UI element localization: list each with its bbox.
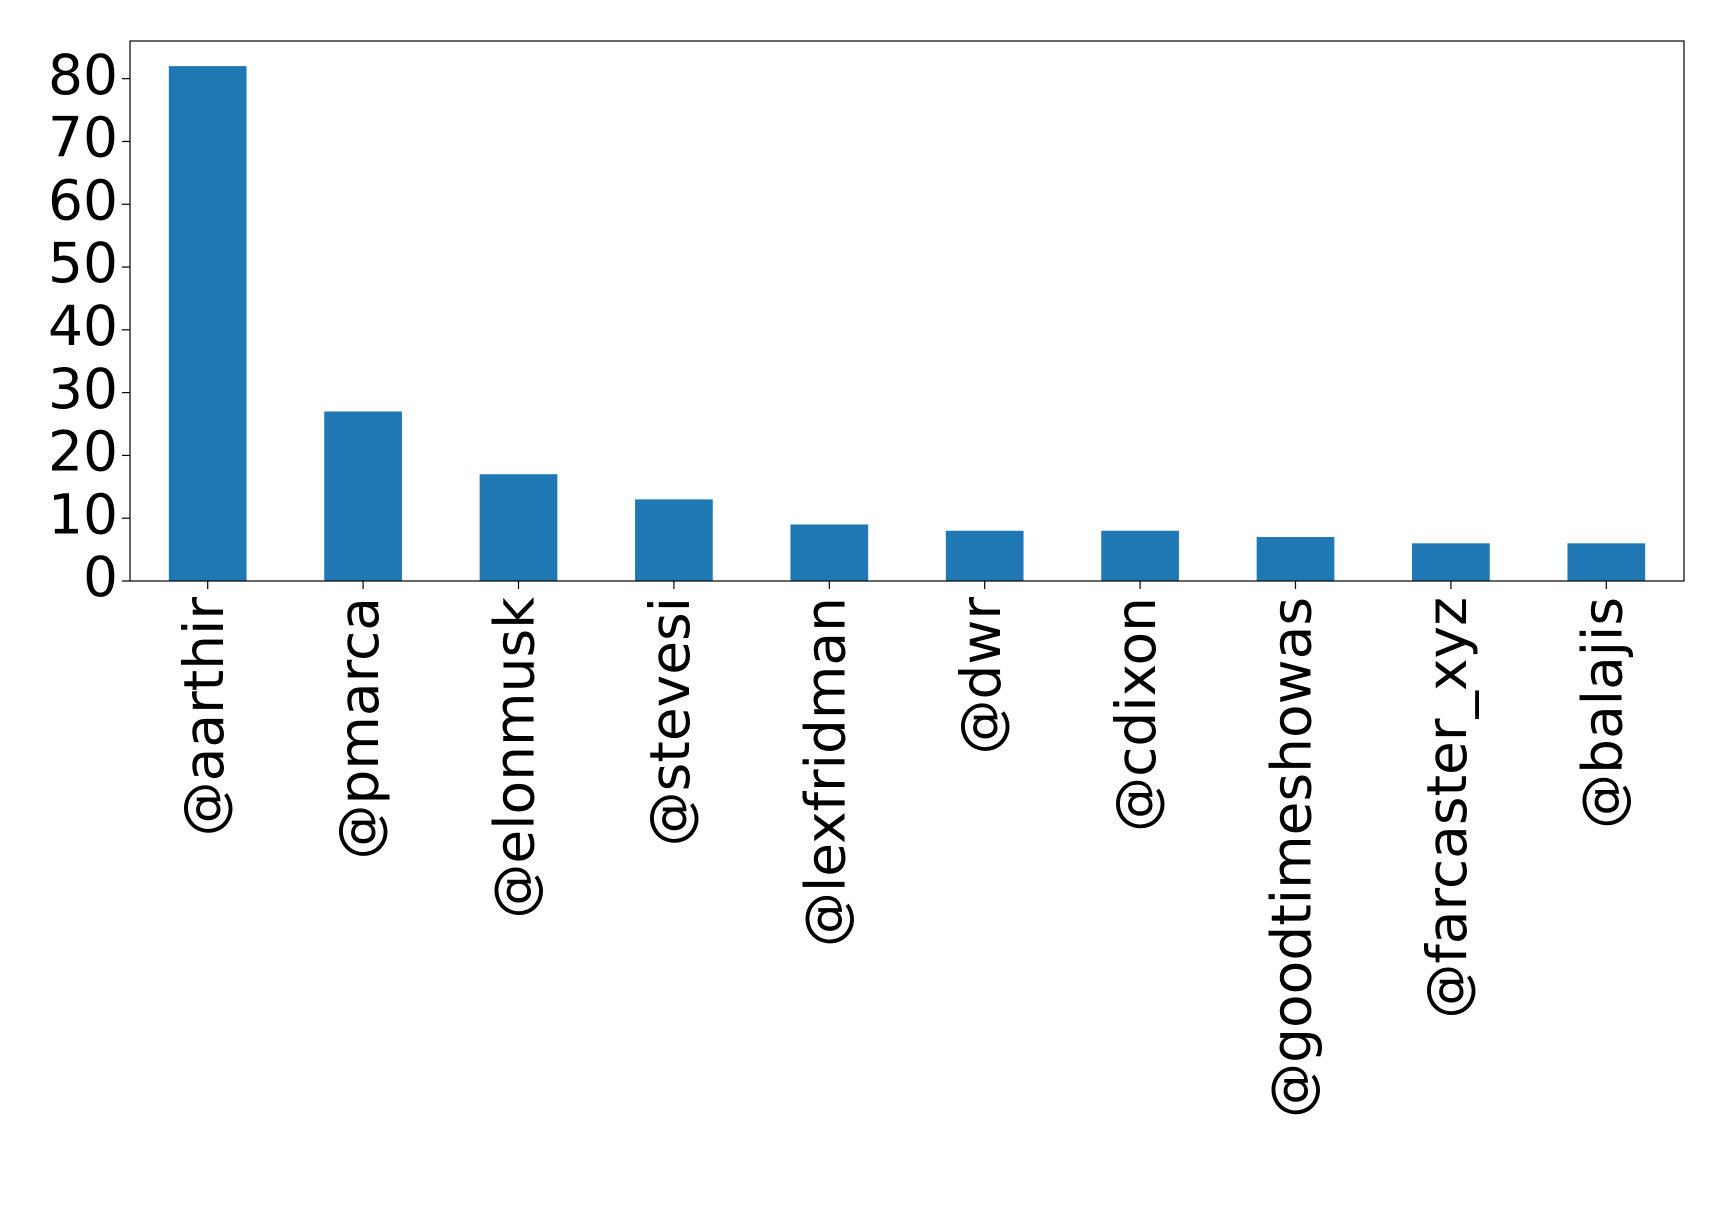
x-tick-label: @stevesi bbox=[638, 597, 702, 846]
bar bbox=[945, 530, 1024, 581]
y-tick-label: 70 bbox=[48, 106, 118, 170]
x-tick-label: @elonmusk bbox=[483, 597, 547, 919]
x-tick-label: @farcaster_xyz bbox=[1415, 597, 1479, 1019]
x-tick-label: @dwr bbox=[949, 597, 1013, 755]
bar bbox=[168, 66, 247, 582]
bar bbox=[1101, 530, 1179, 581]
bar bbox=[635, 499, 713, 581]
x-tick-label: @cdixon bbox=[1104, 597, 1168, 832]
y-tick-label: 20 bbox=[48, 420, 118, 484]
y-tick-label: 0 bbox=[83, 545, 118, 609]
bar bbox=[790, 524, 869, 581]
bar bbox=[479, 474, 558, 581]
x-tick-label: @goodtimeshowas bbox=[1260, 597, 1324, 1118]
plot-frame bbox=[129, 40, 1685, 582]
x-tick-label: @balajis bbox=[1570, 597, 1634, 829]
bar bbox=[1567, 543, 1646, 581]
y-tick-label: 80 bbox=[48, 43, 118, 107]
bar bbox=[1412, 543, 1490, 581]
x-tick-label: @lexfridman bbox=[793, 597, 857, 947]
x-tick-label: @aarthir bbox=[172, 597, 236, 837]
y-tick-label: 40 bbox=[48, 294, 118, 358]
y-tick-label: 10 bbox=[48, 482, 118, 546]
bar bbox=[1256, 537, 1335, 581]
y-tick-label: 50 bbox=[48, 231, 118, 295]
bar bbox=[324, 411, 402, 581]
y-tick-label: 60 bbox=[48, 168, 118, 232]
y-tick-label: 30 bbox=[48, 357, 118, 421]
x-tick-label: @pmarca bbox=[327, 597, 391, 860]
